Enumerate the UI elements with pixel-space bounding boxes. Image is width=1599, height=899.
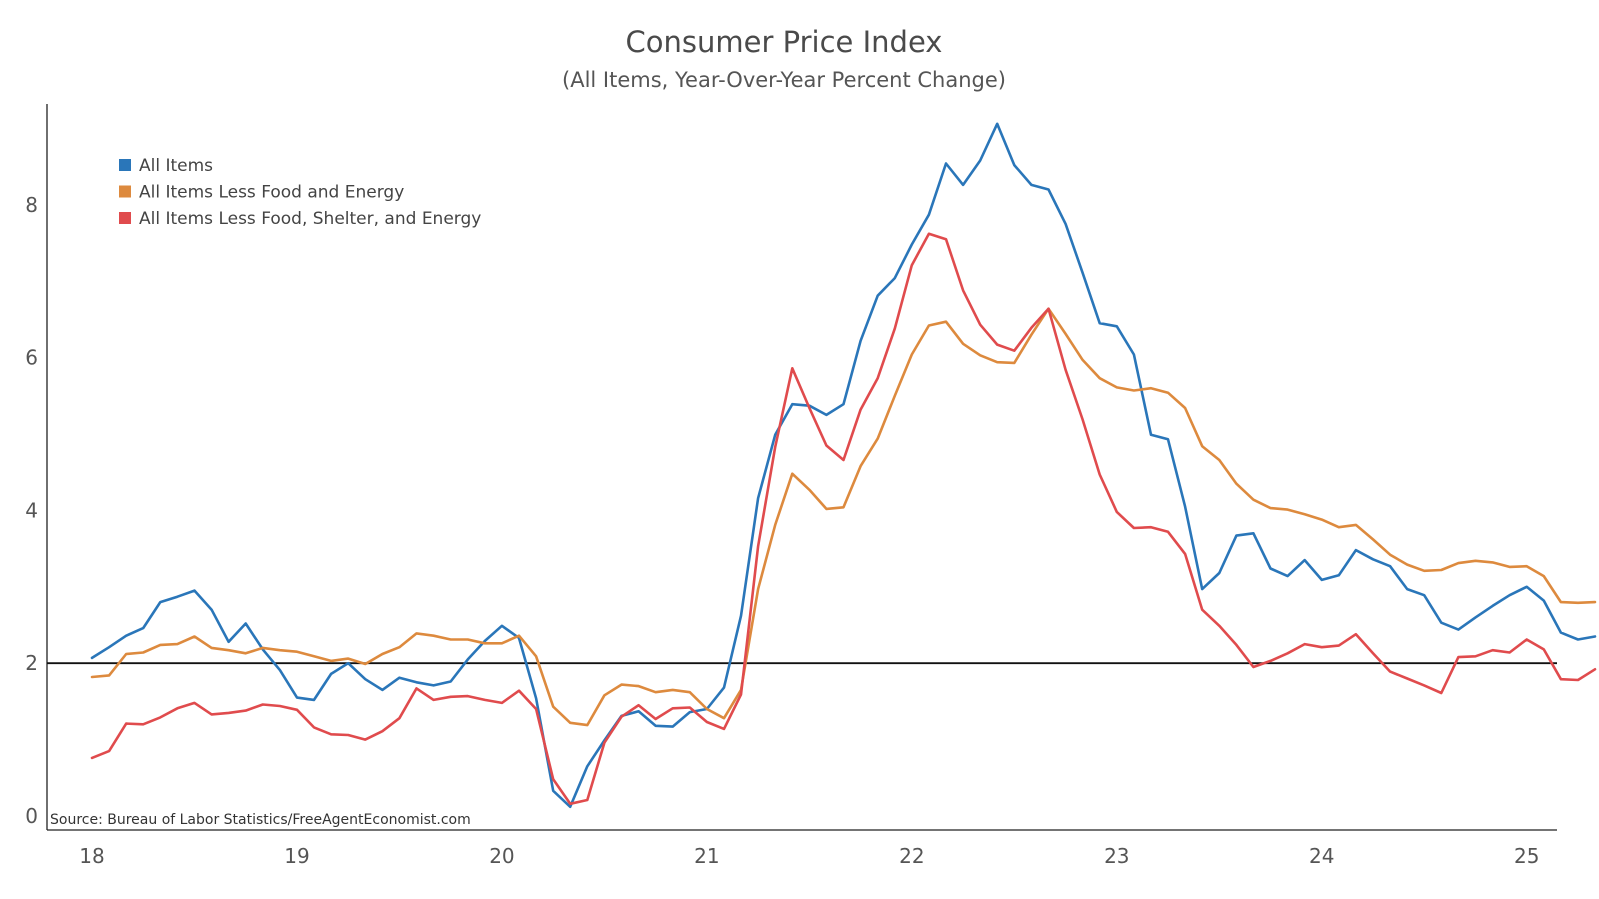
y-tick-label: 0 [25,804,38,828]
y-axis-ticks: 0 2 4 6 8 [25,193,38,828]
x-tick-label: 21 [694,844,719,868]
x-tick-label: 18 [79,844,104,868]
series-line-3 [90,232,1597,806]
x-tick-label: 23 [1104,844,1129,868]
series-line-2 [90,307,1597,727]
chart-title: Consumer Price Index [626,25,943,59]
legend-label: All Items [139,156,213,176]
legend-swatch [119,185,131,198]
axes [46,104,1557,831]
y-tick-label: 4 [25,498,38,522]
x-tick-label: 20 [489,844,514,868]
series-line-1 [90,122,1597,809]
y-tick-label: 8 [25,193,38,217]
x-tick-label: 25 [1514,844,1539,868]
y-tick-label: 6 [25,346,38,370]
legend: All Items All Items Less Food and Energy A… [119,156,481,229]
x-tick-label: 22 [899,844,924,868]
legend-swatch [119,212,131,224]
y-tick-label: 2 [25,651,38,675]
legend-label: All Items Less Food, Shelter, and Energy [139,209,481,229]
source-annotation: Source: Bureau of Labor Statistics/FreeA… [50,812,471,828]
legend-swatch [119,159,131,171]
legend-label: All Items Less Food and Energy [139,183,404,203]
x-axis-ticks: 18 19 20 21 22 23 24 25 [79,844,1539,868]
x-tick-label: 24 [1309,844,1334,868]
series-layer [90,122,1597,809]
chart-subtitle: (All Items, Year-Over-Year Percent Chang… [562,68,1006,92]
x-tick-label: 19 [284,844,309,868]
